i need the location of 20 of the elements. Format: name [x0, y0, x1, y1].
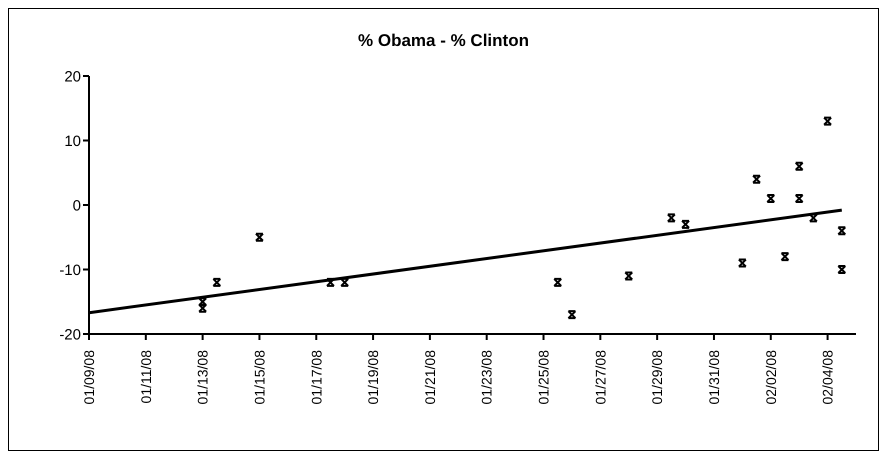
- y-tick-label: 0: [72, 197, 81, 214]
- x-tick-label: 01/17/08: [308, 350, 324, 404]
- x-tick-label: 01/27/08: [592, 350, 608, 404]
- x-tick-label: 01/23/08: [478, 350, 495, 404]
- x-tick-label: 01/13/08: [194, 350, 211, 404]
- x-tick-label: 02/02/08: [762, 350, 779, 404]
- x-tick-label: 01/21/08: [422, 350, 438, 404]
- chart-title: % Obama - % Clinton: [357, 31, 530, 51]
- x-tick-label: 02/04/08: [820, 350, 836, 404]
- x-tick-label: 01/11/08: [138, 350, 154, 404]
- x-tick-label: 01/29/08: [649, 350, 666, 404]
- y-tick-label: -20: [59, 326, 81, 344]
- x-tick-label: 01/25/08: [536, 350, 552, 404]
- x-tick-label: 01/31/08: [706, 350, 722, 404]
- x-tick-label: 01/15/08: [251, 350, 268, 404]
- y-tick-label: -10: [59, 262, 81, 279]
- x-tick-label: 01/09/08: [81, 350, 97, 404]
- y-tick-label: 10: [64, 132, 81, 150]
- y-tick-label: 20: [64, 68, 81, 86]
- x-tick-label: 01/19/08: [365, 350, 382, 404]
